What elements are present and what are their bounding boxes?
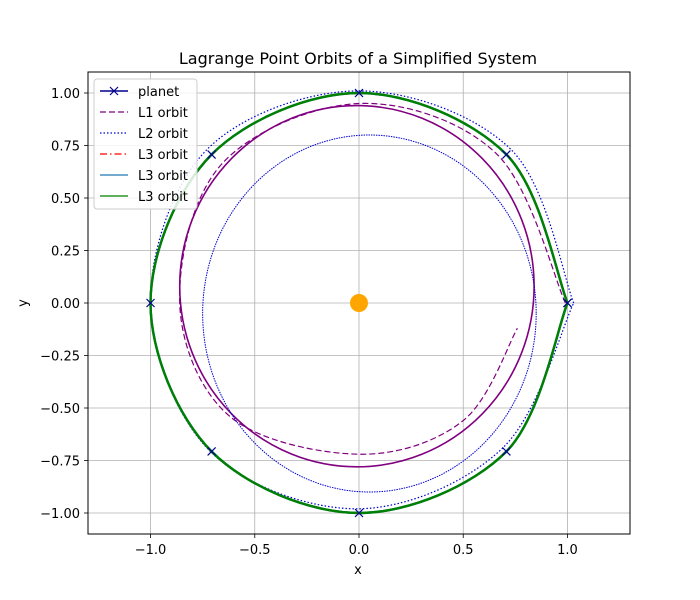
y-tick-label: 0.00	[51, 297, 80, 312]
legend-marker	[109, 86, 119, 96]
x-tick-label: 1.0	[557, 543, 578, 558]
x-tick-label: −0.5	[239, 543, 271, 558]
y-tick-label: −0.25	[40, 350, 80, 365]
chart-title: Lagrange Point Orbits of a Simplified Sy…	[179, 49, 537, 68]
legend-label: planet	[138, 85, 179, 100]
legend: planet L1 orbit L2 orbit L3 orbit L3 orbit L3…	[93, 78, 198, 210]
y-tick-label: 0.25	[51, 245, 80, 260]
legend-label: L3 orbit	[138, 148, 188, 163]
planet-marker	[146, 298, 155, 308]
orbit-details	[146, 88, 572, 518]
y-tick-label: −1.00	[40, 507, 80, 522]
planet-marker	[354, 88, 364, 98]
legend-label: L3 orbit	[138, 169, 188, 184]
x-tick-label: −1.0	[135, 543, 167, 558]
l1-inner-loop	[178, 104, 535, 468]
planet-marker	[501, 447, 511, 456]
x-axis-label: x	[354, 563, 362, 578]
sun-point	[350, 294, 368, 312]
legend-label: L2 orbit	[138, 127, 188, 142]
planet-marker	[207, 150, 217, 159]
y-tick-label: −0.50	[40, 402, 80, 417]
y-tick-label: 0.75	[51, 140, 80, 155]
y-axis-label: y	[16, 299, 31, 307]
axis-ticks: −1.0 −0.5 0.0 0.5 1.0 1.00 0.75 0.50 0.25 0.00 −0.…	[40, 87, 578, 558]
y-tick-label: −0.75	[40, 455, 80, 470]
y-tick-label: 1.00	[51, 87, 80, 102]
planet-marker	[501, 150, 511, 159]
legend-label: L1 orbit	[138, 106, 188, 121]
planet-marker	[563, 298, 572, 308]
legend-label: L3 orbit	[138, 190, 188, 205]
planet-marker	[354, 508, 364, 518]
l2-inner-loop	[202, 134, 537, 493]
x-tick-label: 0.0	[349, 543, 370, 558]
y-tick-label: 0.50	[51, 192, 80, 207]
x-tick-label: 0.5	[453, 543, 474, 558]
planet-marker	[207, 447, 217, 456]
